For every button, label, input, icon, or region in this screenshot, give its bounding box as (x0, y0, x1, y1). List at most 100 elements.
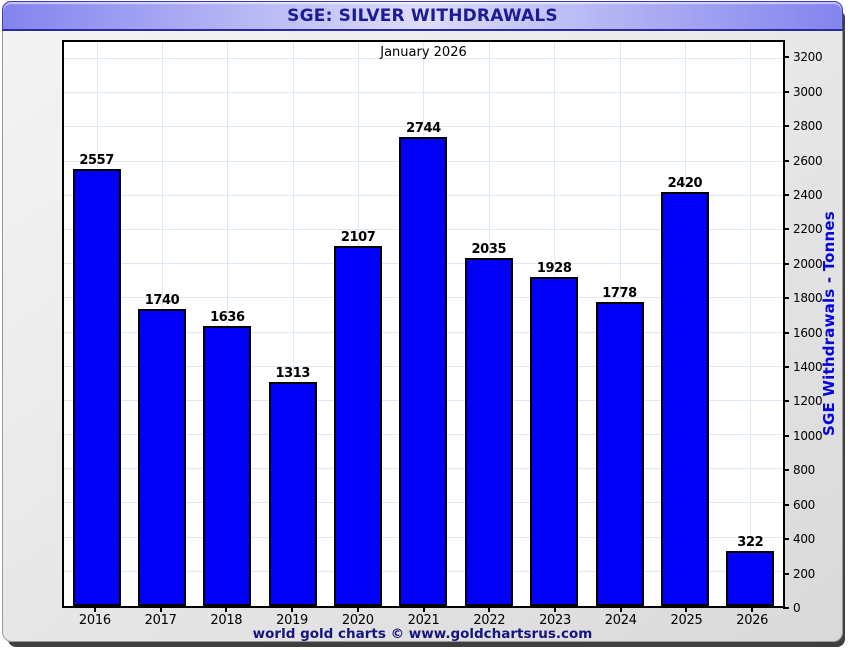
bar-column: 2107 (325, 42, 390, 606)
y-tick: 3200 (783, 50, 823, 65)
bar-2022 (464, 258, 513, 606)
bar-column: 1313 (260, 42, 325, 606)
bar-value-label: 1636 (210, 310, 245, 326)
x-tick-label: 2016 (78, 613, 111, 628)
bar-slot-2018: 1636 (195, 42, 260, 606)
bar-slot-2026: 322 (718, 42, 783, 606)
x-tick-label: 2026 (736, 613, 769, 628)
plot-area: January 2026 2557 1740 1636 1313 2107 2744 203… (62, 40, 785, 608)
y-tick-label: 2400 (793, 187, 823, 202)
bar-series: 2557 1740 1636 1313 2107 2744 2035 1928 1778 2420… (64, 42, 783, 606)
y-tick: 800 (783, 463, 815, 477)
title-bar: SGE: SILVER WITHDRAWALS (2, 1, 843, 31)
y-tick-label: 2200 (793, 222, 823, 237)
x-tick: 2019 (259, 608, 325, 632)
bar-2019 (268, 381, 317, 606)
bar-2020 (334, 245, 383, 606)
gridline-v (750, 42, 752, 606)
y-tick-mark (783, 125, 789, 128)
bar-value-label: 1740 (144, 292, 180, 308)
y-tick-label: 600 (793, 497, 816, 512)
bar-slot-2017: 1740 (129, 42, 194, 606)
y-tick: 2800 (783, 119, 823, 133)
y-tick: 2400 (783, 187, 823, 202)
bar-2024 (595, 302, 644, 606)
y-tick-mark (783, 503, 789, 506)
y-tick-label: 1600 (793, 325, 823, 340)
bar-value-label: 2107 (340, 229, 376, 245)
x-tick-label: 2017 (144, 613, 177, 628)
y-tick-label: 3200 (793, 50, 823, 65)
x-tick-label: 2025 (670, 613, 703, 628)
y-axis: 0 200 400 600 800 1000 1200 1400 1600 1800 2000 220… (783, 40, 847, 615)
x-tick-mark (554, 608, 556, 612)
y-tick: 0 (783, 601, 801, 615)
y-tick-label: 2000 (793, 256, 823, 271)
y-tick-mark (783, 90, 789, 93)
y-tick: 1000 (783, 428, 823, 443)
x-tick: 2022 (456, 608, 522, 632)
y-tick-label: 0 (793, 601, 801, 615)
y-tick-mark (783, 297, 789, 300)
y-tick: 400 (783, 532, 815, 546)
y-tick-label: 400 (793, 532, 816, 547)
y-tick-mark (783, 434, 789, 437)
y-tick: 2000 (783, 256, 823, 271)
bar-column: 1928 (522, 42, 587, 606)
y-tick-label: 800 (793, 463, 816, 478)
bar-2018 (203, 326, 252, 606)
y-tick-mark (783, 228, 789, 231)
x-tick: 2026 (719, 608, 785, 632)
x-tick-mark (291, 608, 294, 612)
bar-value-label: 1313 (275, 365, 311, 381)
bar-2026 (726, 550, 775, 606)
y-tick: 1400 (783, 360, 823, 375)
bar-slot-2022: 2035 (456, 42, 521, 606)
gridline-v (292, 42, 294, 606)
y-tick: 2600 (783, 154, 823, 168)
y-tick-label: 3000 (793, 84, 823, 99)
bar-slot-2021: 2744 (391, 42, 456, 606)
bar-value-label: 2557 (79, 153, 114, 168)
y-tick: 200 (783, 567, 815, 581)
bar-2023 (530, 276, 579, 606)
bar-column: 322 (718, 42, 783, 606)
bar-column: 2420 (652, 42, 717, 606)
footer-credit: world gold charts © www.goldchartsrus.co… (252, 626, 593, 642)
bar-column: 1778 (587, 42, 652, 606)
y-tick-mark (783, 262, 789, 265)
y-tick-mark (783, 469, 789, 472)
y-tick: 3000 (783, 84, 823, 99)
bar-column: 1740 (129, 42, 194, 606)
x-tick-mark (685, 608, 688, 612)
y-tick-label: 1200 (793, 394, 823, 409)
y-tick-label: 1800 (793, 291, 823, 306)
y-tick-label: 1000 (793, 428, 823, 443)
y-tick: 1800 (783, 291, 823, 306)
x-tick-label: 2019 (276, 613, 309, 628)
y-tick: 600 (783, 498, 815, 512)
y-tick: 1200 (783, 394, 823, 409)
bar-column: 2744 (391, 42, 456, 606)
x-axis: 2016 2017 2018 2019 2020 2021 2022 2023 2024 2025… (62, 608, 785, 632)
bar-slot-2024: 1778 (587, 42, 652, 606)
y-tick-label: 1400 (793, 360, 823, 375)
bar-slot-2025: 2420 (652, 42, 717, 606)
y-tick-mark (783, 159, 789, 162)
bar-column: 2557 (64, 42, 129, 606)
bar-value-label: 322 (737, 534, 764, 550)
bar-value-label: 2420 (667, 176, 703, 192)
x-tick-mark (225, 608, 228, 612)
y-tick-mark (783, 193, 789, 196)
bar-2017 (138, 308, 187, 606)
x-tick: 2020 (325, 608, 391, 632)
x-tick-label: 2022 (473, 613, 506, 628)
bar-slot-2023: 1928 (522, 42, 587, 606)
bar-slot-2016: 2557 (64, 42, 129, 606)
bar-column: 1636 (195, 42, 260, 606)
x-tick-label: 2020 (341, 613, 374, 628)
x-tick: 2025 (654, 608, 720, 632)
x-tick-mark (93, 608, 96, 612)
y-tick-mark (783, 572, 789, 575)
y-tick-label: 200 (793, 566, 816, 581)
